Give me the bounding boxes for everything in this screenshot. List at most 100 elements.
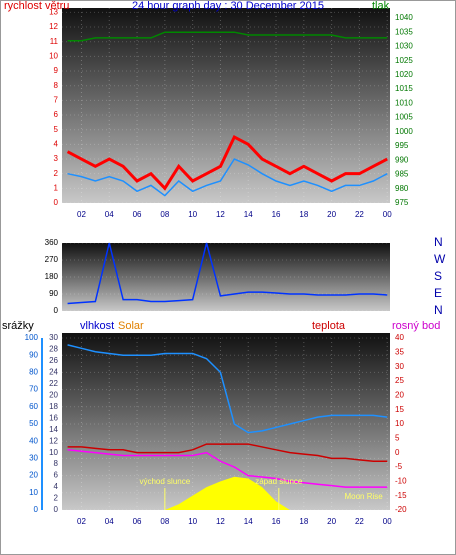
y-tick-label: 1030	[395, 42, 413, 51]
y-tick-label: 13	[49, 8, 58, 17]
y-tick-label: 30	[29, 454, 38, 463]
y-tick-label: W	[434, 252, 446, 266]
y-tick-label: 1005	[395, 113, 413, 122]
y-tick-label: 25	[395, 376, 404, 385]
y-tick-label: 70	[29, 385, 38, 394]
x-tick-label: 08	[160, 210, 169, 219]
axis-label: srážky	[2, 320, 34, 332]
y-tick-label: 100	[25, 333, 39, 342]
y-tick-label: 6	[54, 110, 59, 119]
axis-label: Solar	[118, 320, 144, 332]
y-tick-label: 2	[54, 169, 59, 178]
x-tick-label: 18	[299, 210, 308, 219]
y-tick-label: 8	[54, 81, 59, 90]
axis-label: rosný bod	[392, 320, 440, 332]
x-tick-label: 12	[216, 210, 225, 219]
x-tick-label: 18	[299, 517, 308, 526]
x-tick-label: 10	[188, 517, 197, 526]
x-tick-label: 04	[105, 210, 114, 219]
x-tick-label: 14	[244, 517, 253, 526]
y-tick-label: 985	[395, 170, 409, 179]
y-tick-label: 995	[395, 141, 409, 150]
x-tick-label: 22	[355, 210, 364, 219]
x-tick-label: 04	[105, 517, 114, 526]
line	[67, 242, 388, 305]
line	[67, 443, 388, 463]
y-tick-label: 10	[49, 51, 58, 60]
x-tick-label: 20	[327, 517, 336, 526]
y-tick-label: 15	[395, 405, 404, 414]
x-tick-label: 02	[77, 210, 86, 219]
y-tick-label: -10	[395, 476, 407, 485]
y-tick-label: 3	[54, 154, 59, 163]
y-tick-label: 50	[29, 419, 38, 428]
area	[67, 476, 388, 510]
axis-label: vlhkost	[80, 320, 114, 332]
y-tick-label: 35	[395, 347, 404, 356]
y-tick-label: 4	[54, 139, 59, 148]
plot-background	[62, 243, 390, 311]
y-tick-label: N	[434, 235, 443, 249]
line	[67, 158, 388, 197]
y-tick-label: 0	[54, 306, 59, 315]
x-tick-label: 00	[383, 517, 392, 526]
y-tick-label: 1010	[395, 98, 413, 107]
annotation: východ slunce	[139, 477, 190, 486]
y-tick-label: 26	[49, 356, 58, 365]
y-tick-label: -5	[395, 462, 403, 471]
y-tick-label: 30	[49, 333, 58, 342]
y-tick-label: 6	[54, 471, 59, 480]
annotation: Moon Rise	[344, 492, 383, 501]
y2-axis-label: tlak	[372, 0, 390, 12]
y-tick-label: 90	[49, 289, 58, 298]
x-tick-label: 08	[160, 517, 169, 526]
y-tick-label: 180	[45, 272, 59, 281]
y-tick-label: 10	[49, 448, 58, 457]
y-tick-label: 12	[49, 22, 58, 31]
y-tick-label: 20	[29, 471, 38, 480]
x-tick-label: 00	[383, 210, 392, 219]
line	[67, 344, 388, 434]
y-tick-label: 20	[395, 390, 404, 399]
y-tick-label: 11	[50, 37, 59, 46]
y-tick-label: 1020	[395, 70, 413, 79]
y-tick-label: S	[434, 269, 442, 283]
x-tick-label: 20	[327, 210, 336, 219]
y-tick-label: 1000	[395, 127, 413, 136]
y-tick-label: 0	[395, 448, 400, 457]
y-tick-label: 12	[49, 436, 58, 445]
y-tick-label: 20	[49, 390, 58, 399]
y-tick-label: 9	[54, 66, 59, 75]
y-tick-label: 1	[54, 183, 59, 192]
x-tick-label: 12	[216, 517, 225, 526]
y-tick-label: N	[434, 303, 443, 317]
y-tick-label: 4	[54, 482, 59, 491]
y-axis-label: rychlost větru	[4, 0, 69, 12]
y-tick-label: 90	[29, 350, 38, 359]
x-tick-label: 22	[355, 517, 364, 526]
y-tick-label: 0	[54, 198, 59, 207]
y-tick-label: 14	[49, 425, 58, 434]
y-tick-label: 980	[395, 184, 409, 193]
y-tick-label: -15	[395, 491, 407, 500]
x-tick-label: 02	[77, 517, 86, 526]
x-tick-label: 06	[133, 517, 142, 526]
y-tick-label: 28	[49, 345, 58, 354]
y-tick-label: 30	[395, 362, 404, 371]
y-tick-label: 8	[54, 459, 59, 468]
y-tick-label: 0	[34, 505, 39, 514]
y-tick-label: 7	[54, 95, 59, 104]
y-tick-label: 0	[54, 505, 59, 514]
plot-background	[62, 8, 390, 203]
y-tick-label: 22	[49, 379, 58, 388]
axis-label: teplota	[312, 320, 346, 332]
y-tick-label: 5	[54, 125, 59, 134]
y-tick-label: 1025	[395, 56, 413, 65]
y-tick-label: 80	[29, 368, 38, 377]
y-tick-label: 1040	[395, 13, 413, 22]
y-tick-label: 2	[54, 494, 59, 503]
line	[67, 449, 388, 488]
y-tick-label: 40	[29, 436, 38, 445]
x-tick-label: 10	[188, 210, 197, 219]
